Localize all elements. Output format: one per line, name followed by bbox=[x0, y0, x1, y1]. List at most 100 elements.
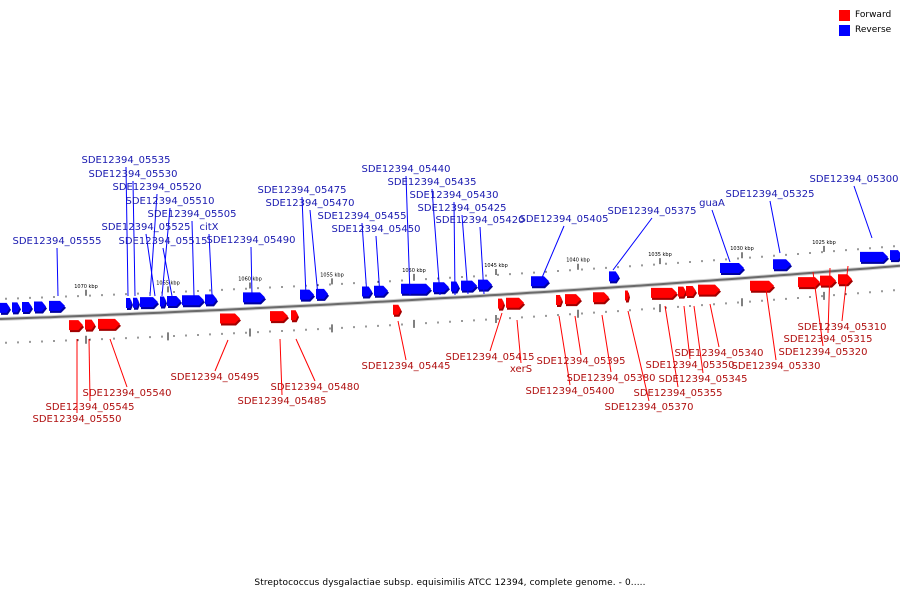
reverse-gene bbox=[478, 279, 492, 290]
reverse-gene bbox=[12, 302, 20, 313]
reverse-gene-label: SDE12394_05425 bbox=[418, 203, 507, 214]
forward-gene bbox=[220, 313, 240, 324]
label-leader-line bbox=[361, 222, 368, 297]
reverse-gene bbox=[609, 271, 619, 282]
kbp-tick-label: 1040 kbp bbox=[566, 258, 590, 264]
label-leader-line bbox=[453, 201, 456, 296]
forward-gene bbox=[69, 320, 83, 331]
reverse-gene bbox=[890, 250, 900, 261]
reverse-gene-label: SDE12394_05470 bbox=[266, 198, 355, 209]
label-leader-line bbox=[132, 180, 136, 297]
forward-gene-label: SDE12394_05495 bbox=[171, 372, 260, 383]
label-leader-line bbox=[812, 271, 824, 347]
reverse-gene-label: SDE12394_05325 bbox=[726, 189, 815, 200]
label-leader-line bbox=[601, 314, 612, 373]
kbp-tick-label: 1035 kbp bbox=[648, 252, 672, 258]
reverse-gene bbox=[22, 302, 32, 313]
label-leader-line bbox=[479, 226, 485, 295]
reverse-gene-label: SDE12394_05555 bbox=[13, 236, 102, 247]
label-leader-line bbox=[309, 209, 319, 297]
reverse-gene bbox=[160, 296, 166, 307]
forward-gene bbox=[291, 310, 298, 321]
reverse-gene bbox=[433, 282, 449, 293]
forward-gene-label: SDE12394_05480 bbox=[271, 382, 360, 393]
reverse-gene-label: SDE12394_05420 bbox=[436, 215, 525, 226]
forward-gene-label: SDE12394_05415 bbox=[446, 352, 535, 363]
forward-gene-label: SDE12394_05350 bbox=[646, 360, 735, 371]
forward-gene-label: SDE12394_05315 bbox=[784, 334, 873, 345]
kbp-tick-label: 1030 kbp bbox=[730, 246, 754, 252]
reverse-gene-label: guaA bbox=[699, 198, 725, 209]
label-leader-line bbox=[664, 305, 679, 388]
forward-gene-label: SDE12394_05395 bbox=[537, 356, 626, 367]
reverse-gene bbox=[140, 297, 158, 308]
forward-gene-label: SDE12394_05340 bbox=[675, 348, 764, 359]
reverse-gene bbox=[720, 262, 744, 273]
label-leader-line bbox=[711, 209, 731, 263]
forward-gene-label: SDE12394_05345 bbox=[659, 374, 748, 385]
label-leader-line bbox=[627, 310, 650, 402]
label-leader-line bbox=[853, 185, 873, 239]
kbp-tick-label: 1025 kbp bbox=[812, 240, 836, 246]
label-leader-line bbox=[397, 320, 407, 361]
label-leader-line bbox=[827, 267, 831, 334]
label-leader-line bbox=[489, 312, 503, 352]
reverse-gene bbox=[34, 301, 46, 312]
forward-gene bbox=[750, 280, 774, 291]
forward-gene bbox=[393, 304, 401, 315]
forward-gene-label: SDE12394_05550 bbox=[33, 414, 122, 425]
label-leader-line bbox=[764, 281, 777, 361]
label-leader-line bbox=[145, 233, 156, 297]
reverse-gene-label: SDE12394_05300 bbox=[810, 174, 899, 185]
reverse-gene bbox=[316, 288, 328, 299]
reverse-gene-label: SDE12394_05435 bbox=[388, 177, 477, 188]
forward-gene-label: xerS bbox=[510, 364, 532, 375]
label-leader-line bbox=[431, 188, 441, 296]
reverse-gene bbox=[126, 298, 132, 309]
reverse-gene bbox=[49, 300, 65, 311]
label-leader-line bbox=[109, 338, 128, 388]
label-leader-line bbox=[574, 315, 582, 356]
reverse-gene bbox=[243, 292, 265, 303]
reverse-gene-label: SDE12394_05525 bbox=[102, 222, 191, 233]
forward-gene-label: SDE12394_05545 bbox=[46, 402, 135, 413]
reverse-gene-label: SDE12394_05430 bbox=[410, 190, 499, 201]
kbp-tick-label: 1045 kbp bbox=[484, 263, 508, 269]
forward-gene bbox=[651, 287, 677, 298]
forward-gene-label: SDE12394_05310 bbox=[798, 322, 887, 333]
reverse-gene-label: SDE12394_05440 bbox=[362, 164, 451, 175]
forward-gene bbox=[686, 285, 696, 296]
reverse-gene bbox=[531, 276, 549, 287]
label-leader-line bbox=[250, 246, 253, 297]
label-leader-line bbox=[841, 265, 849, 322]
reverse-gene bbox=[205, 294, 217, 305]
reverse-gene bbox=[133, 297, 139, 308]
label-leader-line bbox=[769, 200, 781, 254]
reverse-gene-label: SDE12394_05375 bbox=[608, 206, 697, 217]
forward-gene bbox=[678, 286, 686, 297]
legend-reverse-swatch bbox=[839, 25, 850, 36]
reverse-gene-label: SDE12394_05490 bbox=[207, 235, 296, 246]
label-leader-line bbox=[125, 166, 129, 297]
reverse-gene-label: SDE12394_05505 bbox=[148, 209, 237, 220]
label-leader-line bbox=[558, 315, 571, 386]
kbp-tick-label: 1055 kbp bbox=[320, 272, 344, 278]
forward-gene bbox=[98, 318, 120, 329]
label-leader-line bbox=[683, 305, 691, 360]
label-leader-line bbox=[208, 233, 213, 296]
label-leader-line bbox=[295, 338, 316, 382]
reverse-gene bbox=[461, 280, 477, 291]
label-leader-line bbox=[56, 247, 59, 297]
forward-gene bbox=[593, 292, 609, 303]
label-leader-line bbox=[162, 247, 173, 297]
reverse-gene-label: SDE12394_05405 bbox=[520, 214, 609, 225]
label-leader-line bbox=[161, 207, 171, 297]
forward-gene bbox=[506, 297, 524, 308]
forward-gene bbox=[565, 294, 581, 305]
forward-gene-label: SDE12394_05485 bbox=[238, 396, 327, 407]
label-leader-line bbox=[279, 338, 283, 396]
forward-gene-label: SDE12394_05445 bbox=[362, 361, 451, 372]
legend-reverse-label: Reverse bbox=[855, 25, 892, 35]
reverse-gene-label: citX bbox=[199, 222, 218, 233]
forward-gene bbox=[625, 290, 629, 301]
